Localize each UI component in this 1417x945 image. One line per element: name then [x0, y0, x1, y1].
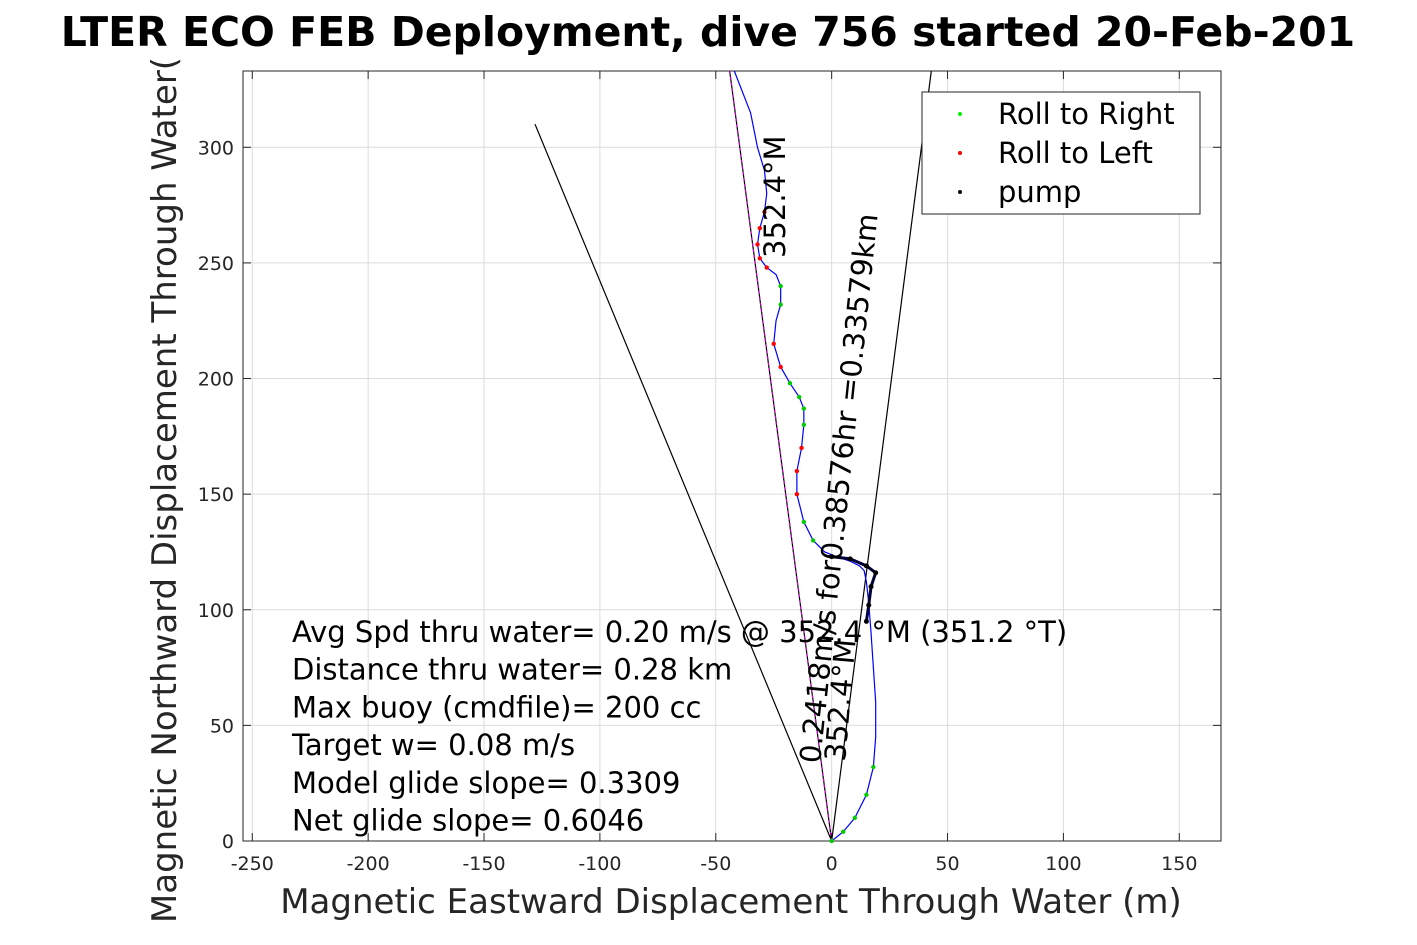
x-tick-label: 0: [826, 853, 838, 875]
y-tick-label: 250: [198, 253, 234, 275]
legend-marker: [958, 151, 962, 155]
track-point: [778, 364, 783, 370]
annotation-line: Net glide slope= 0.6046: [292, 804, 644, 838]
track-point: [757, 256, 763, 261]
annotation-line: Avg Spd thru water= 0.20 m/s @ 352.4 °M …: [292, 615, 1067, 649]
legend-entry: Roll to Right: [998, 97, 1175, 131]
track-point: [755, 242, 760, 247]
x-tick-label: -200: [347, 853, 390, 875]
plot-area: [242, 70, 1222, 842]
axis-ticks: -250 -200 -150 -100 -50 0 50 100 150 0 50 100 150 200…: [198, 71, 1221, 875]
track-point: [852, 815, 858, 821]
track-point: [801, 422, 807, 427]
annotation-line: Max buoy (cmdfile)= 200 cc: [292, 690, 701, 724]
pump-point: [866, 602, 872, 608]
annotation-line: Distance thru water= 0.28 km: [292, 653, 732, 687]
pump-point: [863, 618, 869, 624]
track-point: [799, 445, 804, 451]
pump-point: [829, 554, 835, 560]
track-point: [797, 394, 802, 400]
heading-line: [729, 70, 833, 842]
y-tick-label: 100: [198, 600, 234, 622]
x-tick-label: -50: [700, 853, 731, 875]
y-tick-label: 0: [222, 831, 234, 853]
track-point: [757, 226, 763, 231]
track-point: [762, 209, 767, 215]
legend-box: [921, 91, 1201, 215]
annotation-line: Model glide slope= 0.3309: [292, 766, 680, 800]
legend: Roll to Right Roll to Left pump: [921, 91, 1201, 215]
annotation-line: Target w= 0.08 m/s: [291, 728, 575, 762]
wind-vector-right: [831, 70, 932, 842]
track-point: [787, 380, 793, 386]
x-axis-label: Magnetic Eastward Displacement Through W…: [280, 882, 1182, 922]
track-point: [829, 838, 834, 844]
track-point: [778, 283, 783, 289]
x-tick-label: 100: [1045, 853, 1081, 875]
x-tick-label: 50: [935, 853, 959, 875]
track-point: [794, 491, 800, 497]
track-point: [864, 792, 869, 797]
wind-vector-left: [534, 123, 833, 842]
x-tick-label: 150: [1161, 853, 1197, 875]
grid-lines: [243, 71, 1221, 842]
track-point: [794, 468, 800, 474]
track-point: [778, 302, 783, 307]
track-point: [764, 265, 769, 270]
track-point: [771, 341, 776, 347]
track-point: [801, 519, 807, 525]
y-tick-label: 200: [198, 369, 234, 391]
pump-point: [868, 584, 874, 590]
y-tick-label: 300: [198, 137, 234, 159]
x-tick-label: -100: [578, 853, 621, 875]
x-tick-label: -150: [462, 853, 505, 875]
x-tick-label: -250: [231, 853, 274, 875]
legend-marker: [958, 112, 962, 116]
data-series: [534, 70, 932, 844]
legend-entry: Roll to Left: [998, 136, 1153, 170]
y-tick-label: 50: [210, 715, 234, 737]
rotated-label: 352.4°M: [758, 135, 792, 258]
y-axis-label: Magnetic Northward Displacement Through …: [145, 57, 185, 923]
legend-marker: [958, 190, 962, 194]
pump-point: [873, 570, 879, 576]
pump-point: [863, 563, 869, 569]
chart-title: LTER ECO FEB Deployment, dive 756 starte…: [61, 8, 1355, 56]
legend-entry: pump: [998, 175, 1081, 209]
annotation-block: Avg Spd thru water= 0.20 m/s @ 352.4 °M …: [291, 615, 1067, 838]
track-point: [871, 764, 876, 770]
rotated-labels: 0.2418m/s for0.38576hr =0.33579km352.4°M…: [758, 135, 885, 764]
track-point: [841, 829, 846, 834]
track-point: [810, 538, 816, 543]
track-point: [801, 406, 807, 411]
y-tick-label: 150: [198, 484, 234, 506]
pump-point: [847, 556, 853, 562]
